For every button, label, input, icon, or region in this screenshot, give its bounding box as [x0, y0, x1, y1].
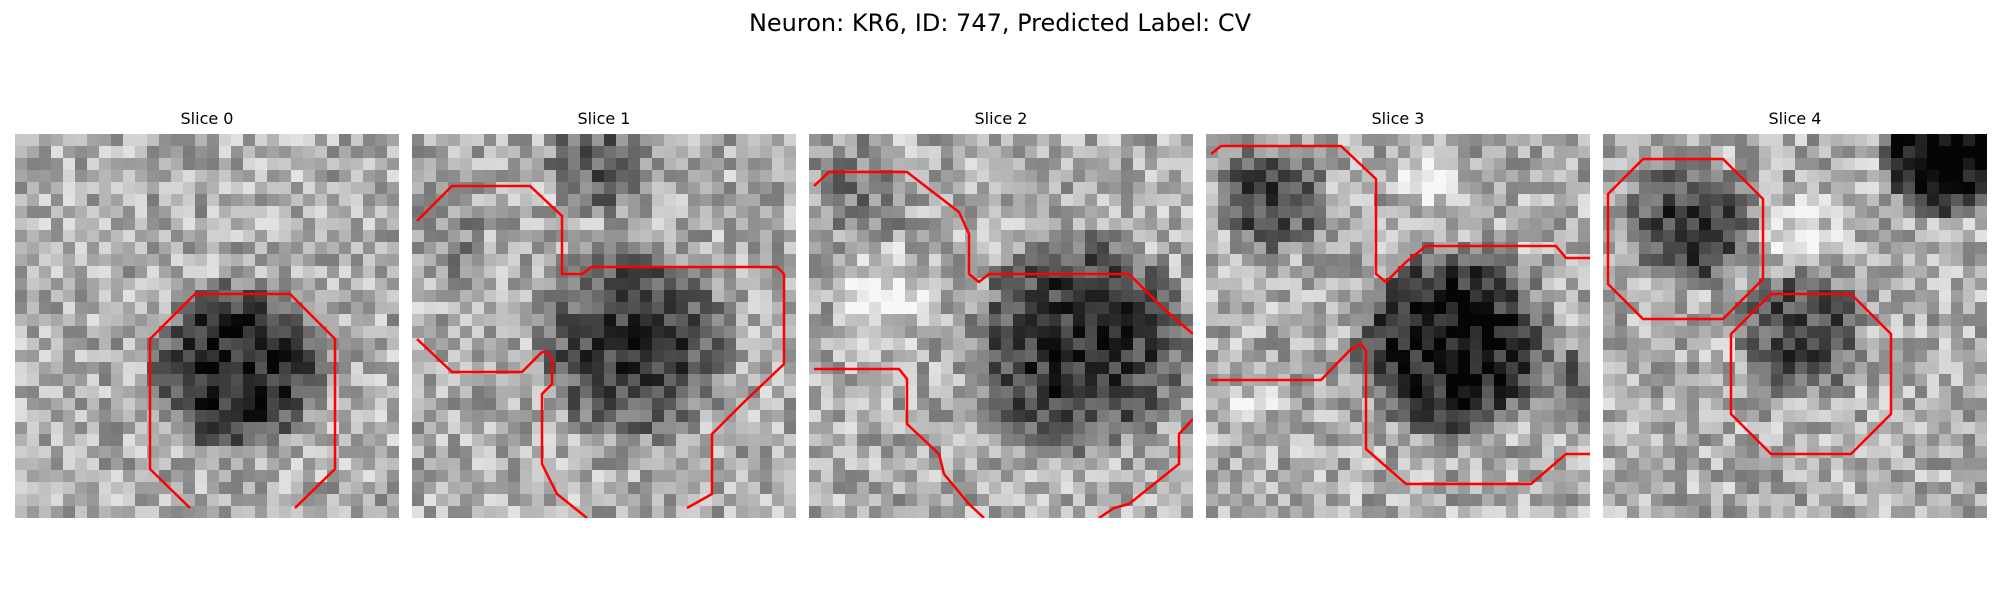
slice-title: Slice 0	[180, 109, 234, 128]
contour-line	[1606, 157, 1765, 321]
contour-line	[148, 292, 337, 509]
contour-line	[1210, 144, 1590, 284]
slice-image-1	[412, 134, 796, 518]
slice-image-4	[1603, 134, 1987, 518]
slice-title: Slice 3	[1371, 109, 1425, 128]
contour-line	[1098, 418, 1193, 518]
contour-line	[1211, 342, 1590, 486]
slice-image-3	[1206, 134, 1590, 518]
slice-title: Slice 4	[1768, 109, 1822, 128]
figure-title: Neuron: KR6, ID: 747, Predicted Label: C…	[748, 9, 1252, 37]
slice-image-0	[15, 134, 399, 518]
slice-title: Slice 1	[577, 109, 631, 128]
contour-line	[416, 338, 588, 518]
contour-line	[813, 170, 1193, 335]
contour-line	[416, 184, 786, 510]
contour-line	[1729, 292, 1893, 456]
pixel-grid	[412, 134, 796, 518]
pixel-grid	[1603, 134, 1987, 518]
pixel-grid	[1206, 134, 1590, 518]
pixel-grid	[15, 134, 399, 518]
contour-line	[814, 367, 985, 518]
pixel-grid	[809, 134, 1193, 518]
slice-image-2	[809, 134, 1193, 518]
slice-title: Slice 2	[974, 109, 1028, 128]
